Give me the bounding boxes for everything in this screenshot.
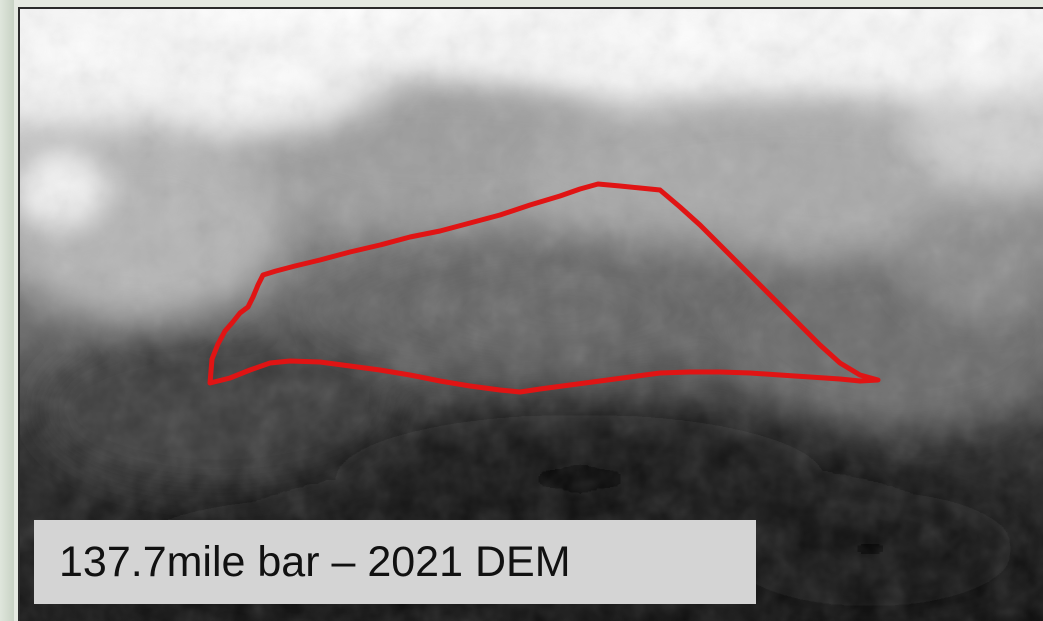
terrain-texture [20,9,1043,621]
dem-map-panel [18,7,1043,621]
left-edge-strip [0,0,14,621]
map-caption: 137.7mile bar – 2021 DEM [34,520,756,604]
dem-map [20,9,1043,621]
bar-outline [207,181,881,395]
